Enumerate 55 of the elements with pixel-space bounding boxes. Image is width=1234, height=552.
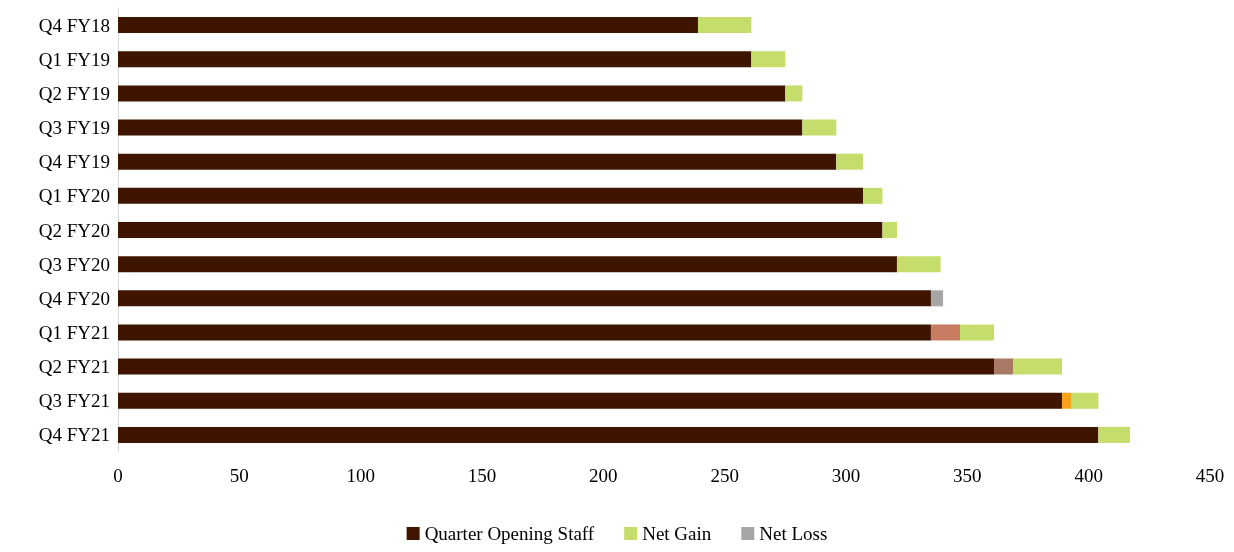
x-tick-label: 150 <box>467 465 497 486</box>
bar <box>118 119 803 136</box>
bar <box>930 324 961 341</box>
bar <box>118 426 1099 443</box>
bar <box>118 153 837 170</box>
bar <box>118 85 786 102</box>
x-tick-label: 450 <box>1195 465 1225 486</box>
bar <box>118 256 897 273</box>
y-tick-label: Q1 FY20 <box>38 185 110 207</box>
y-tick-label: Q4 FY18 <box>38 14 110 36</box>
x-tick-label: 50 <box>229 465 249 486</box>
bar <box>118 290 931 307</box>
bar <box>1071 392 1099 409</box>
y-tick-label: Q4 FY21 <box>38 424 110 446</box>
bar <box>994 358 1014 375</box>
y-tick-label: Q1 FY21 <box>38 321 110 343</box>
x-tick-label: 350 <box>953 465 982 486</box>
legend-label: Net Gain <box>642 523 712 544</box>
bar <box>118 17 698 34</box>
legend-label: Net Loss <box>759 523 828 544</box>
x-tick-label: 200 <box>589 465 618 486</box>
bar <box>785 85 803 102</box>
y-tick-label: Q3 FY20 <box>38 253 110 275</box>
bar <box>118 324 931 341</box>
bar <box>802 119 837 136</box>
legend-label: Quarter Opening Staff <box>424 523 595 544</box>
bar <box>751 51 786 68</box>
y-tick-label: Q3 FY21 <box>38 390 110 412</box>
x-tick-label: 100 <box>346 465 375 486</box>
y-tick-label: Q2 FY20 <box>38 219 110 241</box>
bar <box>836 153 863 170</box>
y-tick-label: Q4 FY20 <box>38 287 110 309</box>
x-tick-label: 300 <box>831 465 861 486</box>
y-tick-label: Q1 FY19 <box>38 48 110 70</box>
y-tick-label: Q2 FY19 <box>38 82 110 104</box>
bar <box>118 358 995 375</box>
bar <box>118 392 1062 409</box>
bar <box>118 222 883 238</box>
bar <box>118 51 752 68</box>
bar <box>960 324 995 341</box>
bar <box>862 187 883 204</box>
x-tick-label: 0 <box>113 465 123 486</box>
bar <box>118 187 863 204</box>
y-tick-label: Q4 FY19 <box>38 151 110 173</box>
y-tick-label: Q3 FY19 <box>38 117 110 139</box>
bar <box>930 290 944 307</box>
bar <box>896 256 941 273</box>
bar <box>1061 392 1072 409</box>
bar <box>1013 358 1062 375</box>
bar <box>882 222 897 238</box>
bar <box>697 17 752 34</box>
bar <box>1098 426 1130 443</box>
y-tick-label: Q2 FY21 <box>38 356 110 378</box>
x-tick-label: 400 <box>1074 465 1103 486</box>
x-tick-label: 250 <box>710 465 739 486</box>
